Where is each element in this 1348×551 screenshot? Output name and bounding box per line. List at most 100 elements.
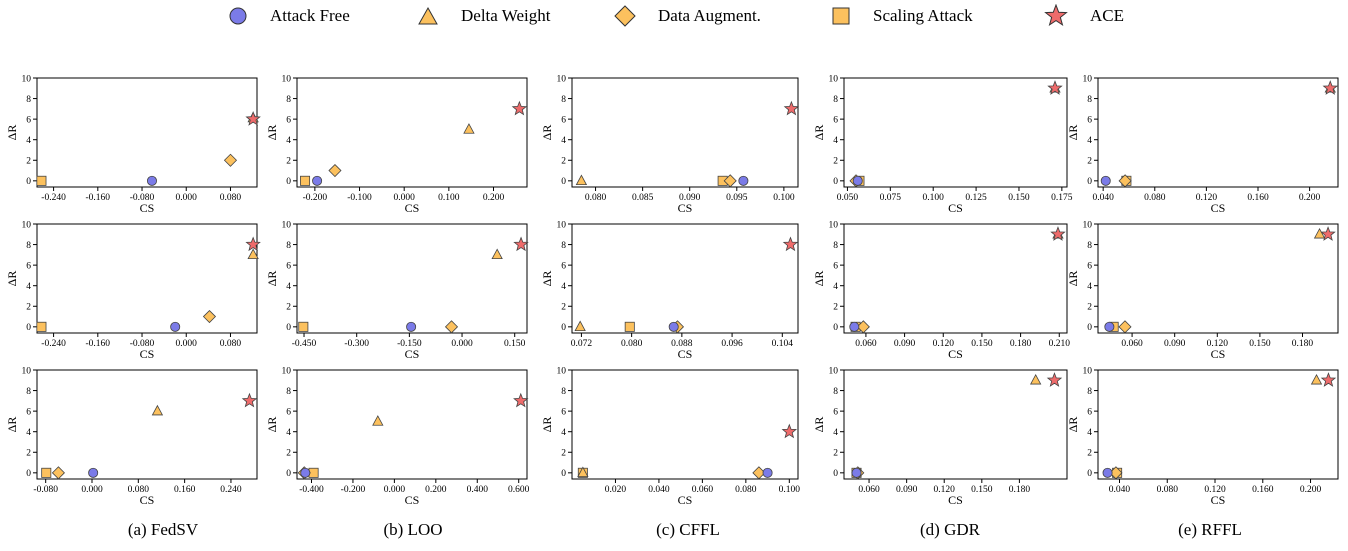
point-data-augment [1118,174,1132,188]
point-attack-free [852,175,863,186]
x-tick-label: 0.200 [483,193,505,203]
x-tick-label: 0.600 [508,485,530,495]
x-tick-label: -0.450 [292,339,317,349]
x-tick-label: 0.095 [726,193,748,203]
y-axis-label: ΔR [1066,417,1080,433]
x-tick-label: 0.090 [679,193,701,203]
x-tick-label: 0.050 [837,193,859,203]
caption-loo: (b) LOO [383,520,443,539]
x-tick-label: -0.200 [303,193,328,203]
y-axis-label: ΔR [540,271,554,287]
x-tick-label: 0.150 [504,339,526,349]
y-tick-label: 8 [833,241,838,251]
point-ace [783,100,800,116]
x-tick-label: 0.180 [1010,339,1032,349]
point-attack-free [668,321,679,332]
x-tick-label: 0.072 [571,339,593,349]
y-tick-label: 6 [561,407,566,417]
y-tick-label: 2 [1087,449,1092,459]
caption-rffl: (e) RFFL [1178,520,1242,539]
y-tick-label: 10 [829,74,839,84]
point-ace [1320,226,1336,241]
y-tick-label: 6 [833,261,838,271]
y-tick-label: 0 [833,323,838,333]
x-tick-label: 0.080 [128,485,150,495]
x-tick-label: 0.080 [220,193,242,203]
legend-label: Attack Free [270,6,350,25]
x-tick-label: 0.175 [1051,193,1073,203]
y-axis-label: ΔR [265,271,279,287]
y-tick-label: 8 [26,95,31,105]
y-tick-label: 10 [1083,366,1093,376]
point-attack-free [300,467,311,478]
x-tick-label: 0.120 [1207,339,1229,349]
point-attack-free [406,321,417,332]
point-attack-free [738,175,749,186]
y-tick-label: 10 [829,220,839,230]
x-tick-label: 0.100 [438,193,460,203]
y-tick-label: 10 [282,74,292,84]
x-tick-label: 0.000 [451,339,473,349]
x-tick-label: 0.180 [1292,339,1314,349]
plot-frame [36,369,258,480]
y-tick-label: 8 [286,387,291,397]
y-tick-label: 8 [286,241,291,251]
x-axis-label: CS [140,201,155,215]
legend-label: Data Augment. [658,6,761,25]
point-ace [245,111,261,126]
point-data-augment [856,320,870,334]
legend-item-scaling-attack: Scaling Attack [831,4,973,28]
x-tick-label: 0.200 [1300,485,1322,495]
point-ace [241,392,258,408]
x-tick-label: 0.150 [971,485,993,495]
point-delta-weight [1030,373,1042,385]
plot-frame [843,223,1068,334]
scatter-panel: -0.240 -0.160 -0.080 0.000 0.080 0 2 4 6 8 10 CS ΔR [5,74,261,215]
x-tick-label: 0.000 [384,485,406,495]
x-tick-label: -0.300 [344,339,369,349]
legend-item-ace: ACE [1044,4,1124,28]
point-ace [781,423,798,439]
scatter-panel: -0.450 -0.300 -0.150 0.000 0.150 0 2 4 6 8 10 CS ΔR [265,220,529,361]
legend-label: Scaling Attack [873,6,973,25]
x-tick-label: 0.000 [393,193,415,203]
point-ace [511,100,528,116]
scatter-panel: -0.200 -0.100 0.000 0.100 0.200 0 2 4 6 8 10 CS ΔR [265,74,528,215]
legend-item-delta-weight: Delta Weight [417,4,550,28]
y-tick-label: 6 [1087,407,1092,417]
x-tick-label: 0.060 [692,485,714,495]
point-data-augment [723,174,737,188]
y-tick-label: 4 [561,282,566,292]
y-axis-label: ΔR [5,417,19,433]
y-tick-label: 4 [26,136,31,146]
y-tick-label: 6 [286,261,291,271]
x-axis-label: CS [140,347,155,361]
point-delta-weight [491,248,503,260]
y-tick-label: 0 [286,469,291,479]
plot-frame [36,223,258,334]
x-tick-label: 0.040 [648,485,670,495]
point-delta-weight [575,174,588,186]
x-tick-label: 0.060 [858,485,880,495]
x-tick-label: 0.200 [425,485,447,495]
x-axis-label: CS [140,493,155,507]
y-axis-label: ΔR [265,125,279,141]
x-tick-label: 0.240 [220,485,242,495]
x-tick-label: 0.090 [894,339,916,349]
x-axis-label: CS [405,493,420,507]
point-ace [1046,372,1063,387]
y-tick-label: 8 [561,95,566,105]
plot-frame [571,223,799,334]
x-axis-label: CS [1211,201,1226,215]
x-tick-label: 0.120 [933,339,955,349]
x-tick-label: 0.100 [923,193,945,203]
legend-marker-star [1044,4,1068,27]
x-tick-label: 0.160 [174,485,196,495]
y-tick-label: 2 [286,157,291,167]
y-tick-label: 10 [1083,74,1093,84]
y-tick-label: 2 [561,449,566,459]
plot-frame [843,77,1068,188]
y-tick-label: 2 [833,449,838,459]
y-tick-label: 8 [1087,95,1092,105]
